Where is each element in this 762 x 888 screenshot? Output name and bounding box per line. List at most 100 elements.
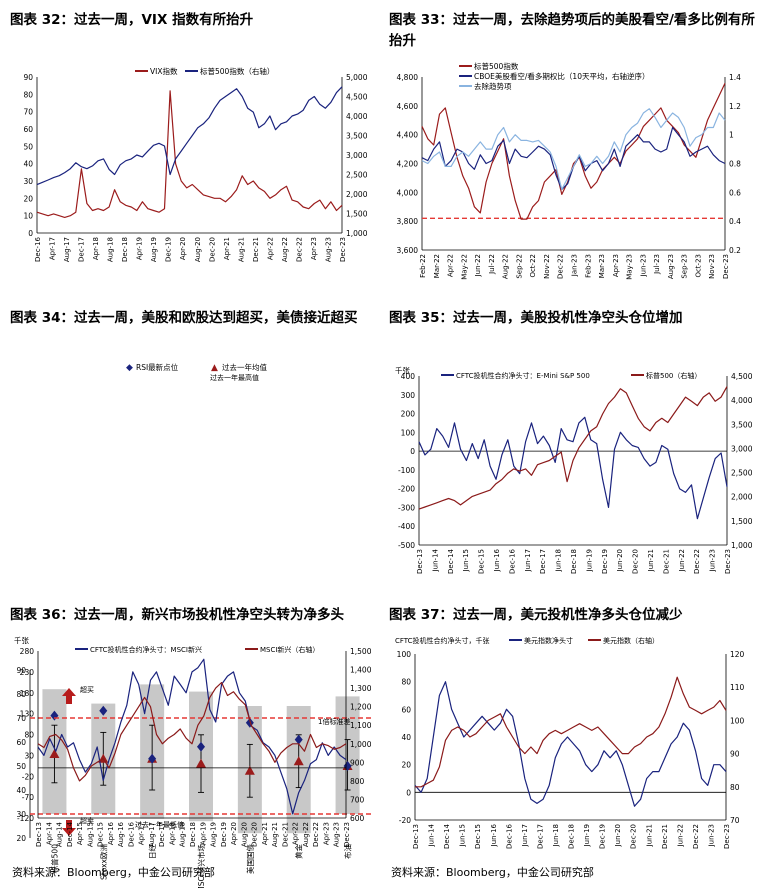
tick-label: 40	[401, 733, 411, 742]
tick-label: 900	[350, 758, 365, 767]
tick-label: Apr-18	[92, 237, 100, 260]
tick-label: Dec-17	[539, 549, 547, 574]
tick-label: 3,800	[397, 217, 419, 226]
chart-title: 图表 36：过去一周，新兴市场投机性净空头转为净多头	[10, 607, 344, 623]
tick-label: Dec-20	[630, 824, 638, 849]
tick-label: 4,400	[397, 131, 419, 140]
axes: 90 80 70 60 50 40 30 20 10 0 5,000 4,500 4,000 3,500 3…	[23, 73, 367, 262]
legend-item: 过去一年均值	[222, 362, 267, 372]
category-label: 黄金	[294, 844, 304, 859]
tick-label: Dec-18	[189, 822, 197, 847]
legend-item: 去除趋势项	[474, 81, 512, 91]
tick-label: Aug-22	[502, 254, 510, 279]
tick-label: Apr-16	[107, 821, 115, 845]
tick-label: 4,600	[397, 102, 419, 111]
tick-label: Aug-20	[240, 822, 248, 847]
tick-label: 80	[401, 678, 411, 687]
tick-label: 1,500	[346, 210, 368, 219]
tick-label: Dec-22	[295, 237, 303, 262]
source-note: 资料来源：Bloomberg，中金公司研究部	[12, 866, 215, 879]
tick-label: Jul-22	[488, 254, 496, 275]
tick-label: 400	[401, 372, 416, 381]
tick-label: Mar-23	[598, 254, 606, 278]
mean-marker	[49, 749, 60, 758]
tick-label: 50	[23, 142, 33, 151]
tick-label: 90	[730, 750, 740, 759]
tick-label: Apr-23	[612, 254, 620, 277]
tick-label: Jun-21	[647, 549, 655, 572]
tick-label: Aug-20	[194, 237, 202, 262]
series-line	[421, 82, 726, 220]
tick-label: -120	[17, 814, 34, 823]
tick-label: Aug-16	[117, 821, 125, 847]
chart-title: 图表 35：过去一周，美股投机性净空头仓位增加	[389, 310, 683, 326]
tick-label: Dec-17	[158, 822, 166, 847]
tick-label: Dec-14	[447, 548, 455, 574]
chart-35-svg: 千张 CFTC投机性合约净头寸：E-Mini S&P 500 标普500（右轴）…	[395, 365, 753, 574]
tick-label: 80	[23, 90, 33, 99]
chart-panel-32: 图表 32：过去一周，VIX 指数有所抬升 VIX指数 标普500指数（右轴） …	[0, 0, 381, 300]
tick-label: Nov-23	[708, 254, 716, 279]
tick-label: 3,500	[731, 420, 753, 429]
category-label: Stoxx欧洲	[98, 844, 108, 880]
legend: CFTC投机性合约净头寸，千张 美元指数净头寸 美元指数（右轴）	[395, 636, 659, 645]
rsi-marker	[343, 761, 352, 771]
tick-label: Nov-22	[543, 254, 551, 279]
tick-label: Jun-22	[676, 824, 684, 847]
tick-label: 120	[730, 650, 745, 659]
tick-label: 0	[410, 447, 415, 456]
chart-panel-34: 图表 34：过去一周，美股和欧股达到超买，美债接近超买 ◆ RSI最新点位 ▲ …	[0, 300, 381, 888]
tick-label: Dec-21	[662, 549, 670, 574]
tick-label: Dec-18	[568, 824, 576, 849]
tick-label: Jun-23	[639, 254, 647, 277]
tick-label: Dec-19	[165, 237, 173, 262]
tick-label: Dec-19	[220, 822, 228, 847]
tick-label: 1,500	[350, 647, 372, 656]
category-label: 布油	[343, 844, 353, 859]
tick-label: Jun-19	[583, 824, 591, 847]
series-line	[36, 86, 343, 186]
tick-label: 2,000	[346, 190, 368, 199]
tick-label: Dec-22	[692, 824, 700, 849]
tick-label: 70	[23, 108, 33, 117]
tick-label: 40	[23, 160, 33, 169]
plot-area	[418, 386, 728, 520]
tick-label: 1	[729, 131, 734, 140]
rsi-marker	[148, 753, 157, 764]
tick-label: Jul-23	[653, 254, 661, 275]
diamond-icon: ◆	[126, 363, 133, 373]
mean-marker	[196, 758, 206, 768]
chart-37-svg: CFTC投机性合约净头寸，千张 美元指数净头寸 美元指数（右轴） 100 80 60…	[395, 636, 745, 849]
tick-label: 3,600	[397, 246, 419, 255]
tick-label: Apr-21	[223, 237, 231, 260]
tick-label: 300	[401, 391, 416, 400]
tick-label: 4,200	[397, 160, 419, 169]
tick-label: Dec-20	[251, 822, 259, 847]
unit-label: 千张	[395, 365, 410, 375]
tick-label: Jan-23	[571, 254, 579, 277]
tick-label: Jun-23	[707, 824, 715, 847]
tick-label: 100	[397, 650, 412, 659]
tick-label: Apr-21	[261, 822, 269, 845]
legend-item: 标普500（右轴）	[646, 371, 701, 380]
tick-label: 30	[24, 751, 34, 760]
tick-label: 3,000	[346, 151, 368, 160]
tick-label: 4,000	[346, 112, 368, 121]
tick-label: Aug-17	[148, 822, 156, 847]
tick-label: Apr-14	[45, 821, 53, 845]
tick-label: 0.4	[729, 217, 741, 226]
tick-label: 3,500	[346, 132, 368, 141]
tick-label: 60	[401, 705, 411, 714]
tick-label: Aug-17	[63, 237, 71, 262]
tick-label: Dec-18	[570, 549, 578, 574]
tick-label: 0	[406, 788, 411, 797]
tick-label: Oct-23	[694, 254, 702, 278]
tick-label: 0.6	[729, 188, 741, 197]
rsi-marker	[294, 734, 303, 745]
tick-label: Apr-23	[310, 237, 318, 260]
tick-label: Dec-13	[412, 824, 420, 849]
tick-label: 70	[16, 714, 26, 723]
chart-panel-37: 图表 37：过去一周，美元投机性净多头仓位减少 CFTC投机性合约净头寸，千张 …	[381, 600, 762, 888]
tick-label: 230	[20, 668, 35, 677]
tick-label: 60	[23, 125, 33, 134]
